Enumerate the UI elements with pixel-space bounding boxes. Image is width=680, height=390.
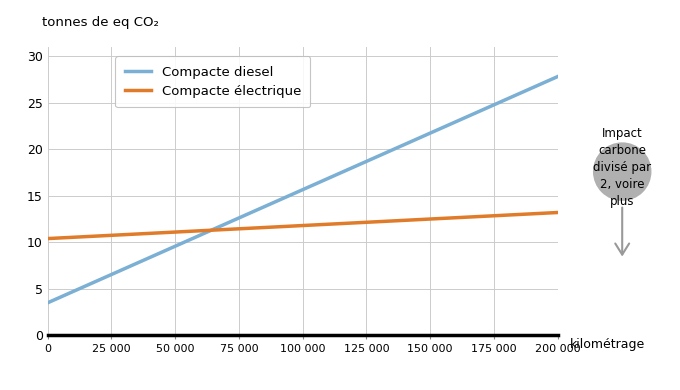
Text: tonnes de eq CO₂: tonnes de eq CO₂ bbox=[42, 16, 159, 30]
Text: kilométrage: kilométrage bbox=[571, 338, 645, 351]
Text: Impact
carbone
divisé par
2, voire
plus: Impact carbone divisé par 2, voire plus bbox=[593, 127, 651, 208]
Legend: Compacte diesel, Compacte électrique: Compacte diesel, Compacte électrique bbox=[116, 56, 310, 107]
